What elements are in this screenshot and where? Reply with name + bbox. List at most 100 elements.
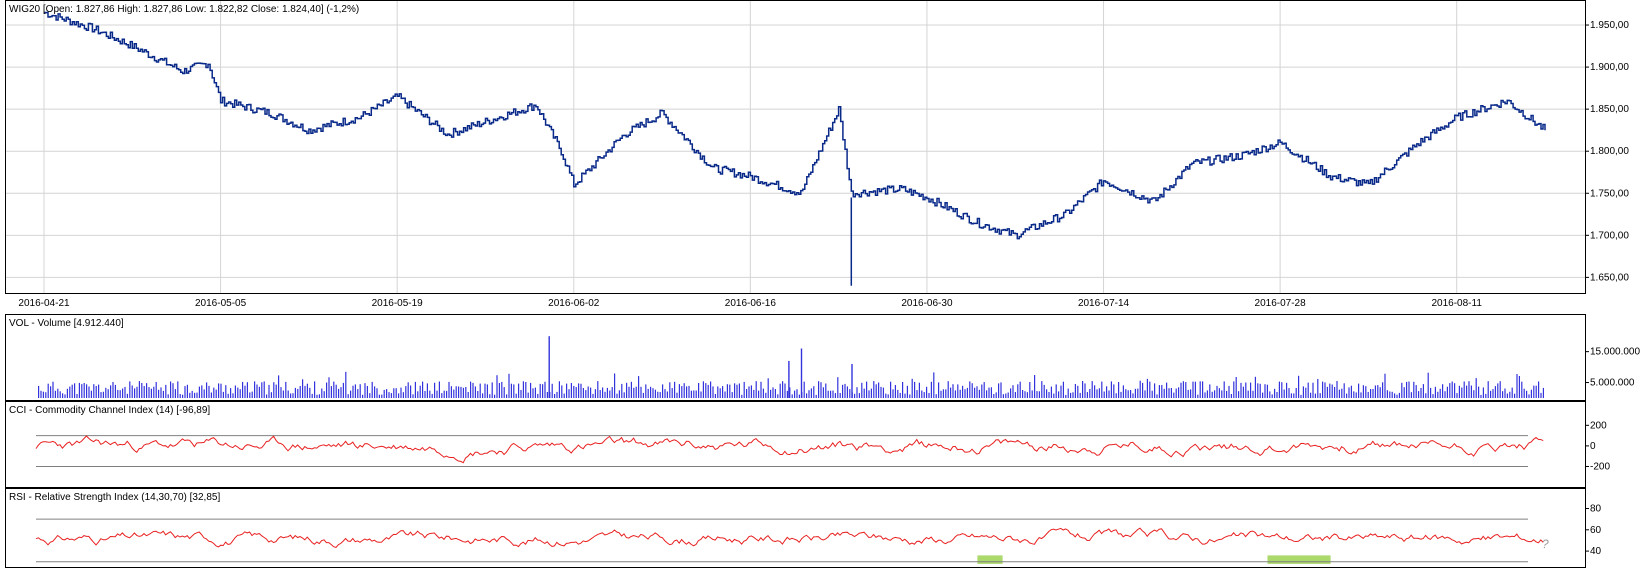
volume-bar: [131, 385, 133, 398]
volume-bar: [1336, 381, 1338, 398]
volume-bar: [1391, 391, 1393, 398]
volume-bar: [143, 386, 145, 398]
volume-bar: [914, 381, 916, 398]
volume-bar: [1341, 388, 1343, 398]
volume-bar: [1233, 381, 1235, 398]
volume-bar: [981, 384, 983, 398]
volume-bar: [1137, 388, 1139, 398]
volume-bar: [1350, 385, 1352, 398]
volume-bar: [321, 388, 323, 398]
volume-bar: [213, 387, 215, 398]
volume-bar: [160, 387, 162, 398]
volume-bar: [542, 384, 544, 398]
volume-bar: [844, 383, 846, 398]
volume-bar: [138, 381, 140, 398]
volume-bar: [602, 387, 604, 398]
volume-bar: [702, 381, 704, 398]
volume-bar: [1194, 381, 1196, 398]
volume-bar: [350, 390, 352, 398]
volume-bar: [645, 384, 647, 398]
volume-bar: [1504, 388, 1506, 398]
volume-bar: [683, 383, 685, 398]
volume-bar: [309, 387, 311, 398]
volume-bar: [52, 381, 54, 398]
volume-bar: [1192, 381, 1194, 398]
volume-bar: [930, 381, 932, 398]
volume-bar: [424, 391, 426, 398]
volume-bar: [1202, 381, 1204, 398]
volume-bar: [1106, 386, 1108, 398]
volume-bar: [1276, 392, 1278, 398]
cci-panel-title: CCI - Commodity Channel Index (14) [-96,…: [9, 405, 210, 416]
volume-bar: [863, 388, 865, 398]
volume-bar: [638, 376, 640, 398]
volume-bar: [582, 388, 584, 398]
volume-bar: [398, 393, 400, 398]
volume-bar: [330, 386, 332, 398]
volume-bar: [50, 386, 52, 398]
volume-bar: [1518, 376, 1520, 398]
volume-bar: [1245, 382, 1247, 398]
volume-bar: [995, 392, 997, 398]
volume-bar: [693, 390, 695, 398]
volume-bar: [954, 390, 956, 398]
volume-bar: [1370, 389, 1372, 398]
volume-bar: [371, 381, 373, 398]
volume-bar: [390, 393, 392, 398]
volume-bar: [194, 392, 196, 398]
volume-bar: [1206, 390, 1208, 398]
volume-bar: [1298, 375, 1300, 398]
volume-bar: [1502, 391, 1504, 398]
volume-bar: [1060, 385, 1062, 398]
volume-bar: [978, 389, 980, 398]
cci-y-tick-label: -200: [1590, 461, 1610, 472]
volume-spike-bar: [800, 348, 803, 398]
volume-bar: [218, 383, 220, 398]
volume-bar: [1475, 378, 1477, 398]
volume-bar: [546, 392, 548, 398]
volume-bar: [1259, 383, 1261, 398]
volume-bar: [678, 384, 680, 398]
volume-bar: [882, 387, 884, 398]
volume-bar: [688, 385, 690, 398]
volume-bar: [503, 387, 505, 398]
volume-bar: [813, 386, 815, 398]
volume-bar: [990, 387, 992, 398]
volume-bar: [1182, 381, 1184, 398]
volume-bar: [590, 387, 592, 398]
volume-bar: [887, 394, 889, 398]
volume-bar: [705, 383, 707, 398]
volume-bar: [237, 387, 239, 398]
volume-bar: [426, 383, 428, 398]
volume-bar: [460, 386, 462, 398]
volume-bar: [1490, 390, 1492, 398]
volume-bar: [64, 394, 66, 398]
volume-bar: [357, 389, 359, 398]
volume-bar: [198, 386, 200, 398]
volume-bar: [167, 394, 169, 398]
volume-bar: [57, 388, 59, 398]
volume-bar: [189, 392, 191, 398]
volume-bar: [450, 386, 452, 398]
rsi-y-tick-label: 80: [1590, 504, 1602, 515]
volume-bar: [1264, 384, 1266, 398]
volume-bar: [441, 393, 443, 398]
volume-bar: [923, 392, 925, 398]
volume-spike-bar: [548, 336, 550, 398]
volume-bar: [239, 389, 241, 398]
volume-bar: [842, 384, 844, 398]
price-panel-title: WIG20 [Open: 1.827,86 High: 1.827,86 Low…: [9, 4, 359, 15]
volume-bar: [724, 391, 726, 398]
volume-bar: [328, 377, 330, 398]
volume-bar: [388, 392, 390, 398]
volume-bar: [594, 389, 596, 398]
volume-bar: [383, 389, 385, 398]
volume-bar: [774, 389, 776, 398]
volume-bar: [1530, 389, 1532, 398]
volume-bar: [976, 386, 978, 398]
price-series-line: [44, 11, 1546, 286]
volume-bar: [762, 388, 764, 398]
volume-bar: [700, 391, 702, 398]
volume-bar: [153, 386, 155, 398]
price-y-tick-label: 1.700,00: [1590, 230, 1629, 241]
